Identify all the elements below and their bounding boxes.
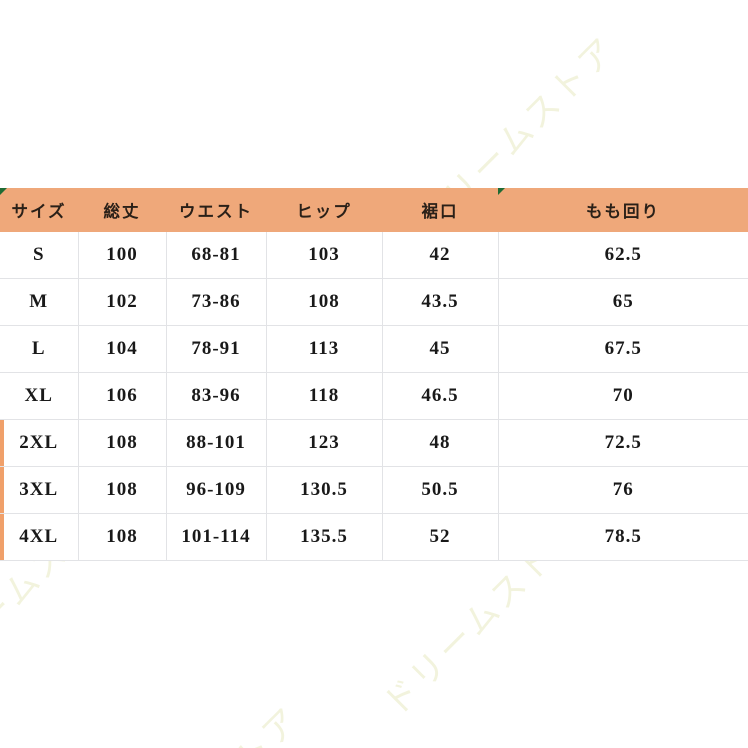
cell-size: M (0, 278, 79, 326)
cell-waist: 68-81 (166, 232, 267, 279)
size-chart-table: サイズ 総丈 ウエスト ヒップ 裾口 もも回り S 100 68-81 103 42 62… (0, 188, 748, 561)
cell-thigh: 70 (498, 372, 748, 420)
column-header-thigh: もも回り (498, 188, 748, 232)
table-row: S 100 68-81 103 42 62.5 (0, 232, 748, 279)
cell-hip: 103 (266, 232, 383, 279)
cell-thigh: 78.5 (498, 513, 748, 561)
table-row: M 102 73-86 108 43.5 65 (0, 278, 748, 326)
cell-size: 4XL (0, 513, 79, 561)
table-row: XL 106 83-96 118 46.5 70 (0, 372, 748, 420)
cell-hem: 52 (382, 513, 499, 561)
cell-length: 108 (78, 419, 167, 467)
cell-hem: 48 (382, 419, 499, 467)
cell-waist: 96-109 (166, 466, 267, 514)
header-row: サイズ 総丈 ウエスト ヒップ 裾口 もも回り (0, 188, 748, 232)
cell-hip: 130.5 (266, 466, 383, 514)
cell-hem: 45 (382, 325, 499, 373)
cell-size: S (0, 232, 79, 279)
cell-size: 3XL (0, 466, 79, 514)
cell-size: L (0, 325, 79, 373)
cell-waist: 88-101 (166, 419, 267, 467)
cell-size: XL (0, 372, 79, 420)
cell-waist: 73-86 (166, 278, 267, 326)
cell-length: 106 (78, 372, 167, 420)
cell-waist: 83-96 (166, 372, 267, 420)
cell-length: 108 (78, 466, 167, 514)
cell-length: 100 (78, 232, 167, 279)
cell-hem: 50.5 (382, 466, 499, 514)
cell-hip: 108 (266, 278, 383, 326)
cell-hip: 123 (266, 419, 383, 467)
cell-length: 102 (78, 278, 167, 326)
column-header-hip: ヒップ (266, 188, 382, 232)
column-header-size: サイズ (0, 188, 78, 232)
cell-size: 2XL (0, 419, 79, 467)
cell-hip: 135.5 (266, 513, 383, 561)
column-header-length: 総丈 (78, 188, 166, 232)
table-row: L 104 78-91 113 45 67.5 (0, 325, 748, 373)
cell-waist: 78-91 (166, 325, 267, 373)
cell-waist: 101-114 (166, 513, 267, 561)
cell-thigh: 65 (498, 278, 748, 326)
table-row: 4XL 108 101-114 135.5 52 78.5 (0, 513, 748, 561)
cell-length: 104 (78, 325, 167, 373)
column-header-waist: ウエスト (166, 188, 266, 232)
cell-hem: 43.5 (382, 278, 499, 326)
cell-hem: 46.5 (382, 372, 499, 420)
cell-length: 108 (78, 513, 167, 561)
table-row: 3XL 108 96-109 130.5 50.5 76 (0, 466, 748, 514)
watermark-text: ドリームストア (88, 693, 310, 748)
cell-hip: 118 (266, 372, 383, 420)
cell-thigh: 62.5 (498, 232, 748, 279)
column-header-hem: 裾口 (382, 188, 498, 232)
cell-thigh: 72.5 (498, 419, 748, 467)
table-body: S 100 68-81 103 42 62.5 M 102 73-86 108 43.5 65 L 104… (0, 232, 748, 561)
cell-hem: 42 (382, 232, 499, 279)
table-row: 2XL 108 88-101 123 48 72.5 (0, 419, 748, 467)
cell-hip: 113 (266, 325, 383, 373)
table-header: サイズ 総丈 ウエスト ヒップ 裾口 もも回り (0, 188, 748, 232)
cell-thigh: 76 (498, 466, 748, 514)
cell-thigh: 67.5 (498, 325, 748, 373)
size-chart-container: サイズ 総丈 ウエスト ヒップ 裾口 もも回り S 100 68-81 103 42 62… (0, 188, 748, 561)
